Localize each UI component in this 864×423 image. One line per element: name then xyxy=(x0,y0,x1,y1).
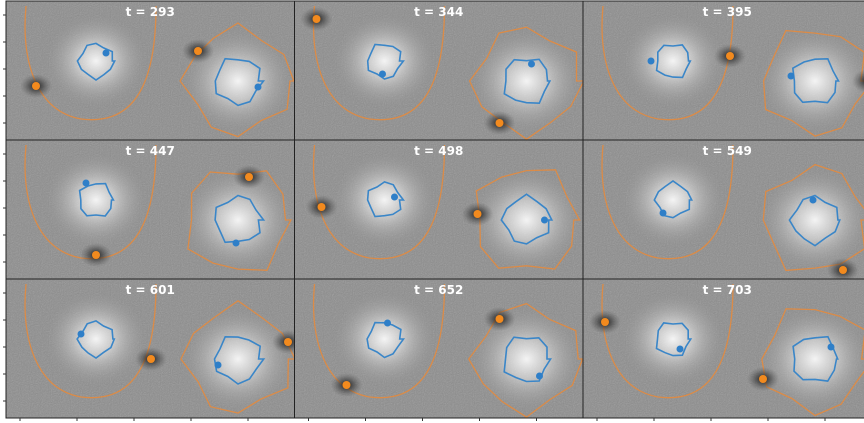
figure: t = 293 t = 344 t = 395 t = 447 t = 498 t = 5… xyxy=(0,0,864,423)
orange-dot xyxy=(496,119,504,127)
orange-dot xyxy=(318,203,326,211)
bright-spot xyxy=(178,304,298,414)
orange-dot xyxy=(759,375,767,383)
blue-dot xyxy=(233,240,240,247)
orange-dot xyxy=(32,82,40,90)
panel: t = 652 xyxy=(295,279,587,418)
panel: t = 549 xyxy=(583,140,864,282)
orange-dot xyxy=(726,52,734,60)
panel: t = 293 xyxy=(6,1,298,140)
panel: t = 395 xyxy=(583,1,864,140)
panel-title: t = 344 xyxy=(414,5,463,19)
panel-title: t = 601 xyxy=(126,283,175,297)
panel: t = 344 xyxy=(295,1,587,140)
panel-title: t = 293 xyxy=(126,5,175,19)
blue-dot xyxy=(660,210,667,217)
orange-dot xyxy=(474,210,482,218)
panel-title: t = 703 xyxy=(703,283,752,297)
orange-dot xyxy=(343,381,351,389)
blue-dot xyxy=(536,373,543,380)
bright-spot xyxy=(618,150,728,250)
blue-dot xyxy=(379,71,386,78)
orange-dot xyxy=(92,251,100,259)
orange-dot xyxy=(496,315,504,323)
bright-spot xyxy=(330,150,440,250)
orange-dot xyxy=(313,15,321,23)
blue-dot xyxy=(648,58,655,65)
panel: t = 498 xyxy=(295,140,587,279)
blue-dot xyxy=(384,320,391,327)
orange-dot xyxy=(245,173,253,181)
blue-dot xyxy=(541,217,548,224)
orange-dot xyxy=(194,47,202,55)
blue-dot xyxy=(78,331,85,338)
orange-dot xyxy=(601,318,609,326)
blue-dot xyxy=(810,197,817,204)
panel: t = 703 xyxy=(583,279,864,418)
blue-dot xyxy=(528,61,535,68)
bright-spot xyxy=(618,11,728,111)
blue-dot xyxy=(255,84,262,91)
panel-title: t = 395 xyxy=(703,5,752,19)
bright-spot xyxy=(41,150,151,250)
blue-dot xyxy=(83,180,90,187)
blue-dot xyxy=(215,362,222,369)
orange-dot xyxy=(284,338,292,346)
panel-title: t = 652 xyxy=(414,283,463,297)
panel-title: t = 549 xyxy=(703,144,752,158)
blue-dot xyxy=(103,50,110,57)
bright-spot xyxy=(41,289,151,389)
panel-title: t = 498 xyxy=(414,144,463,158)
panel: t = 601 xyxy=(6,279,304,418)
blue-dot xyxy=(391,194,398,201)
blue-dot xyxy=(677,346,684,353)
bright-spot xyxy=(41,11,151,111)
blue-dot xyxy=(828,344,835,351)
blue-dot xyxy=(788,73,795,80)
panel-title: t = 447 xyxy=(126,144,175,158)
bright-spot xyxy=(618,289,728,389)
bright-spot xyxy=(330,11,440,111)
orange-dot xyxy=(147,355,155,363)
panel: t = 447 xyxy=(6,140,298,279)
orange-dot xyxy=(839,266,847,274)
